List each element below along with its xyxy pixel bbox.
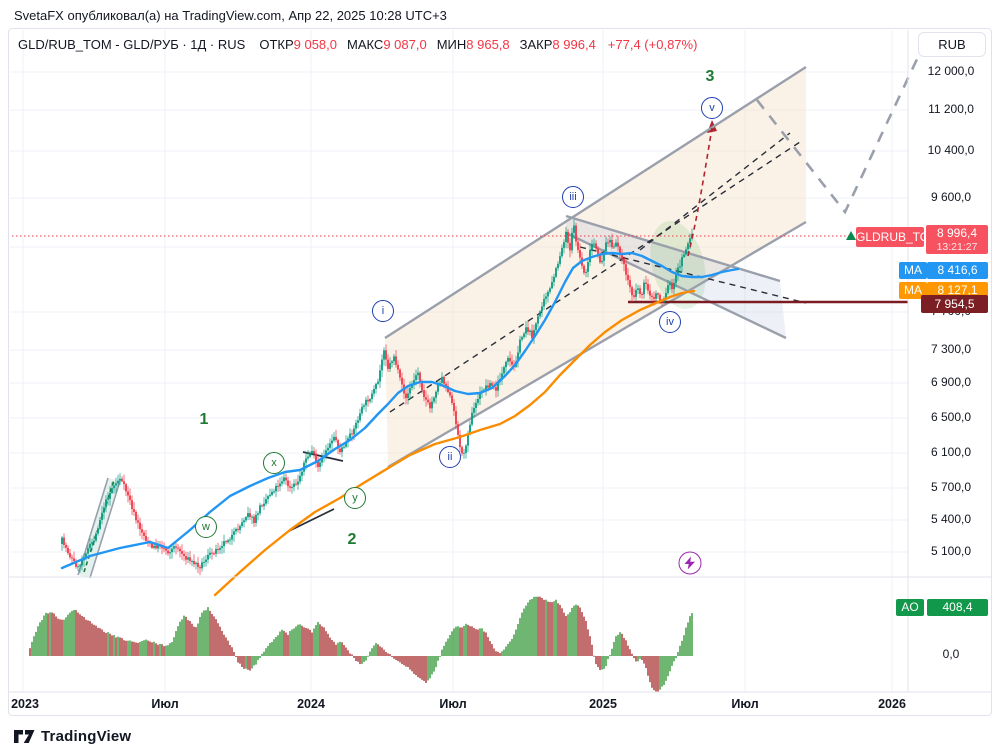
ma-slow-value-badge: 8 127,1 (927, 282, 988, 299)
annotation-line-gray[interactable] (565, 214, 781, 283)
symbol-legend[interactable]: GLD/RUB_TOM - GLD/РУБ · 1Д · RUS ОТКР9 0… (18, 37, 697, 52)
legend-high-value: 9 087,0 (383, 37, 427, 52)
price-tick-label: 5 700,0 (930, 480, 972, 494)
wave-label-i[interactable]: i (372, 300, 394, 322)
legend-high-label: МАКС (347, 37, 384, 52)
support-level-badge: 7 954,5 (921, 295, 988, 313)
ao-value-badge: 408,4 (927, 599, 988, 616)
price-tick-label: 6 100,0 (930, 445, 972, 459)
legend-close-label: ЗАКР (519, 37, 553, 52)
ma-slow-label: MA (899, 282, 927, 299)
wave-label-v[interactable]: v (701, 97, 723, 119)
price-tick-label: 6 900,0 (930, 375, 972, 389)
wave-label-iv[interactable]: iv (659, 311, 681, 333)
currency-button[interactable]: RUB (918, 32, 986, 57)
symbol-title[interactable]: GLD/RUB_TOM - GLD/РУБ · 1Д · RUS (18, 37, 246, 52)
tradingview-logo[interactable]: TradingView (14, 728, 131, 745)
legend-open-value: 9 058,0 (293, 37, 337, 52)
wave-label-iii[interactable]: iii (562, 186, 584, 208)
wave-label-1[interactable]: 1 (199, 411, 209, 428)
price-tick-label: 9 600,0 (930, 190, 972, 204)
projection-path-reddash[interactable] (687, 127, 713, 257)
wave-label-2[interactable]: 2 (347, 531, 357, 548)
price-tick-label: 5 400,0 (930, 512, 972, 526)
wave-label-3[interactable]: 3 (705, 68, 715, 85)
ao-histogram (29, 596, 693, 693)
price-tick-label: 0,0 (942, 647, 960, 661)
price-tick-label: 10 400,0 (927, 143, 975, 157)
legend-close-value: 8 996,4 (552, 37, 596, 52)
ma-fast-value-badge: 8 416,6 (927, 262, 988, 279)
price-tick-label: 5 100,0 (930, 544, 972, 558)
tradingview-logo-icon (14, 730, 35, 743)
price-tick-label: 11 200,0 (928, 102, 974, 116)
candlestick-series (61, 219, 693, 576)
price-tick-label: 6 500,0 (930, 410, 972, 424)
time-tick-label: 2024 (297, 697, 325, 711)
ma-fast-line[interactable] (60, 251, 740, 570)
last-price-badge: 8 996,4 13:21:27 (926, 225, 988, 254)
time-tick-label: Июл (151, 697, 179, 711)
legend-open-label: ОТКР (259, 37, 294, 52)
time-tick-label: 2023 (11, 697, 39, 711)
time-tick-label: 2026 (878, 697, 906, 711)
publish-byline: SvetaFX опубликовал(а) на TradingView.co… (14, 8, 447, 23)
legend-change: +77,4 (+0,87%) (607, 37, 698, 52)
channel-fill (385, 67, 806, 467)
annotation-line-gray[interactable] (384, 65, 807, 340)
wave-label-ii[interactable]: ii (439, 446, 461, 468)
projection-path-grayzig[interactable] (755, 56, 920, 215)
annotation-line-blackdash[interactable] (639, 132, 791, 251)
annotation-line-blackdash[interactable] (389, 139, 804, 413)
bar-countdown: 13:21:27 (936, 241, 978, 253)
legend-low-value: 8 965,8 (466, 37, 510, 52)
ma-slow-line[interactable] (213, 289, 696, 597)
last-price-value: 8 996,4 (936, 226, 978, 240)
tradingview-logo-text: TradingView (41, 728, 132, 745)
annotation-line-graythin[interactable] (89, 480, 121, 579)
ma-fast-label: MA (899, 262, 927, 279)
time-tick-label: 2025 (589, 697, 617, 711)
chart-card (8, 28, 992, 716)
time-tick-label: Июл (731, 697, 759, 711)
lightning-event-icon[interactable] (678, 551, 702, 575)
price-tick-label: 7 300,0 (930, 342, 972, 356)
annotation-line-blackdash[interactable] (579, 246, 807, 304)
time-tick-label: Июл (439, 697, 467, 711)
wave-label-y[interactable]: y (344, 487, 366, 509)
annotation-line-blacksolid[interactable] (286, 508, 335, 533)
symbol-price-flag[interactable]: GLDRUB_TOM (856, 227, 939, 247)
instrument-flag-icon (846, 231, 856, 240)
wave-label-x[interactable]: x (263, 452, 285, 474)
price-tick-label: 12 000,0 (927, 64, 975, 78)
legend-low-label: МИН (436, 37, 467, 52)
ao-indicator-label[interactable]: AO (896, 599, 924, 616)
wave-label-w[interactable]: w (195, 516, 217, 538)
